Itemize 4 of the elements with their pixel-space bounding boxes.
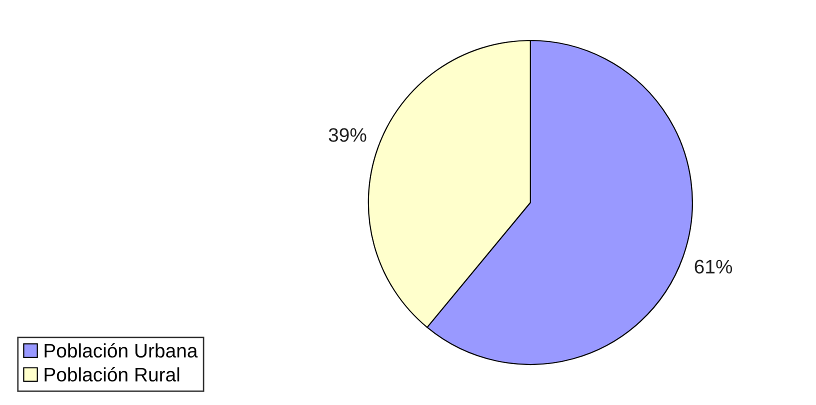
- legend-label: Población Rural: [44, 367, 180, 382]
- data-label: 61%: [694, 260, 732, 274]
- data-label: 39%: [328, 128, 366, 142]
- legend-label: Población Urbana: [44, 343, 198, 358]
